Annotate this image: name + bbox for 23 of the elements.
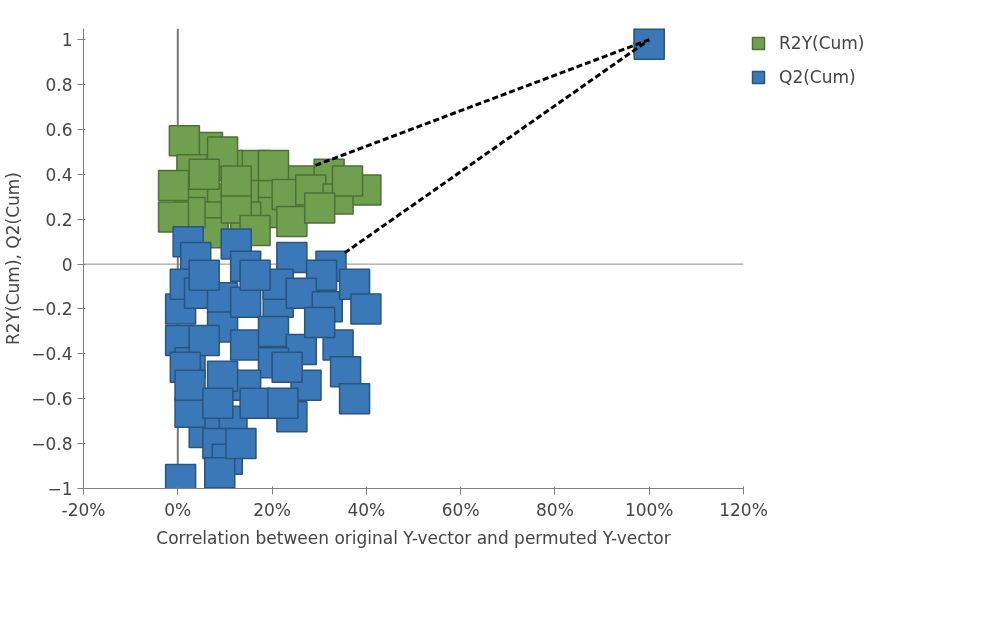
y-tick-label: 0.4 <box>45 164 73 185</box>
x-tick-label: 40% <box>347 499 386 520</box>
x-tick-label: 20% <box>253 499 291 520</box>
legend-label: Q2(Cum) <box>779 67 856 87</box>
y-tick-label: −1 <box>47 479 73 499</box>
x-tick-label: 80% <box>536 499 574 520</box>
y-tick-label: −0.4 <box>31 344 73 365</box>
x-tick-label: 100% <box>624 499 674 520</box>
y-tick-label: −0.6 <box>31 389 73 410</box>
y-tick-label: 0.8 <box>45 75 73 96</box>
y-axis-title: R2Y(Cum), Q2(Cum) <box>3 172 24 345</box>
x-tick-label: 0% <box>164 499 192 520</box>
x-tick-label: 60% <box>441 499 480 520</box>
y-tick-label: −0.2 <box>31 299 73 320</box>
y-tick-label: 0 <box>61 254 73 275</box>
x-axis-title: Correlation between original Y-vector and permuted Y-vector <box>156 527 671 548</box>
x-tick-label: -20% <box>61 499 106 520</box>
x-tick-label: 120% <box>719 499 768 520</box>
y-tick-label: 0.6 <box>45 119 73 140</box>
y-tick-label: −0.8 <box>31 434 73 455</box>
y-tick-label: 0.2 <box>45 209 73 230</box>
legend-label: R2Y(Cum) <box>779 33 865 53</box>
y-tick-label: 1 <box>61 30 73 51</box>
